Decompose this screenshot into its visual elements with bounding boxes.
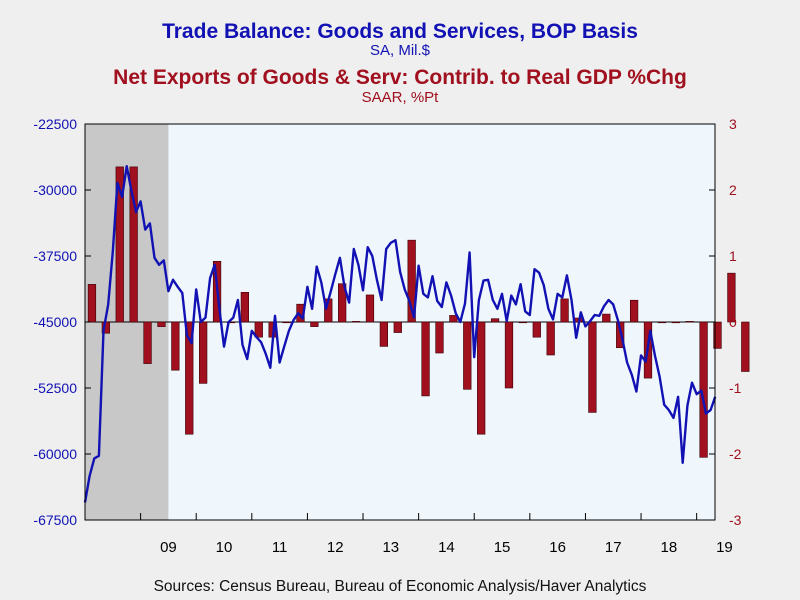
x-axis-tick-label: 10 <box>216 539 233 556</box>
bar-net-exports-31 <box>518 321 528 324</box>
left-axis-tick-label: -45000 <box>33 314 77 330</box>
chart-subtitle-net-exports: SAAR, %Pt <box>361 89 439 106</box>
right-axis-tick-label: 2 <box>729 182 737 198</box>
bar-net-exports-32 <box>532 321 541 338</box>
bar-net-exports-11 <box>240 291 249 323</box>
right-axis-tick-label: -3 <box>729 512 742 528</box>
x-axis-tick-label: 18 <box>661 539 678 556</box>
bar-net-exports-44 <box>699 321 708 458</box>
bar-net-exports-2 <box>115 166 124 323</box>
chart-subtitle-trade-balance: SA, Mil.$ <box>369 42 430 59</box>
bar-net-exports-5 <box>157 321 166 327</box>
left-axis-tick-label: -37500 <box>33 248 77 264</box>
bar-net-exports-23 <box>407 239 416 323</box>
bar-net-exports-0 <box>87 284 97 323</box>
bar-net-exports-24 <box>421 321 430 397</box>
bar-net-exports-34 <box>560 298 569 323</box>
right-axis-tick-label: 1 <box>729 248 737 264</box>
left-axis-tick-label: -60000 <box>33 446 77 462</box>
right-axis-tick-label: 0 <box>729 314 737 330</box>
left-axis-tick-label: -52500 <box>33 380 77 396</box>
bar-net-exports-10 <box>226 321 236 324</box>
bar-net-exports-45 <box>713 321 722 349</box>
bar-net-exports-33 <box>546 321 555 356</box>
bar-net-exports-21 <box>379 321 388 347</box>
bar-net-exports-25 <box>435 321 444 354</box>
bar-net-exports-47 <box>741 321 750 372</box>
bar-net-exports-26 <box>449 315 458 323</box>
right-axis-tick-label: -1 <box>729 380 742 396</box>
x-axis-tick-label: 16 <box>549 539 566 556</box>
bar-net-exports-28 <box>477 321 486 435</box>
bar-net-exports-18 <box>338 283 347 323</box>
source-note: Sources: Census Bureau, Bureau of Econom… <box>153 578 647 595</box>
bar-net-exports-19 <box>351 321 361 323</box>
left-axis-tick-label: -67500 <box>33 512 77 528</box>
left-axis-tick-label: -22500 <box>33 116 77 132</box>
bar-net-exports-3 <box>129 166 138 323</box>
chart-title-trade-balance: Trade Balance: Goods and Services, BOP B… <box>162 20 638 43</box>
bar-net-exports-6 <box>171 321 180 371</box>
bar-net-exports-30 <box>504 321 514 389</box>
bar-net-exports-39 <box>629 299 639 323</box>
x-axis-tick-label: 15 <box>494 539 511 556</box>
bar-net-exports-7 <box>185 321 194 435</box>
x-axis-tick-label: 19 <box>716 539 733 556</box>
bar-net-exports-20 <box>365 294 375 323</box>
x-axis-tick-label: 11 <box>272 539 288 556</box>
bar-net-exports-22 <box>393 321 402 333</box>
bar-net-exports-36 <box>588 321 597 413</box>
right-axis-tick-label: -2 <box>729 446 742 462</box>
bar-net-exports-42 <box>671 321 680 324</box>
bar-net-exports-43 <box>685 321 694 323</box>
bar-net-exports-46 <box>727 272 736 323</box>
x-axis-tick-label: 12 <box>327 539 344 556</box>
bar-net-exports-12 <box>254 321 263 338</box>
bar-net-exports-4 <box>143 321 152 364</box>
x-axis-tick-label: 14 <box>438 539 455 556</box>
bar-net-exports-41 <box>657 321 667 324</box>
bar-net-exports-27 <box>463 321 472 390</box>
x-axis-tick-label: 17 <box>605 539 622 556</box>
right-axis-tick-label: 3 <box>729 116 737 132</box>
chart-title-net-exports: Net Exports of Goods & Serv: Contrib. to… <box>113 66 687 89</box>
bar-net-exports-16 <box>310 321 319 327</box>
bar-net-exports-29 <box>490 318 500 323</box>
bar-net-exports-8 <box>199 321 208 384</box>
bar-net-exports-14 <box>282 321 291 324</box>
bar-net-exports-37 <box>602 313 611 323</box>
line-trade-balance <box>83 164 717 503</box>
x-axis-tick-label: 09 <box>160 539 177 556</box>
left-axis-tick-label: -30000 <box>33 182 77 198</box>
x-axis-tick-label: 13 <box>382 539 399 556</box>
